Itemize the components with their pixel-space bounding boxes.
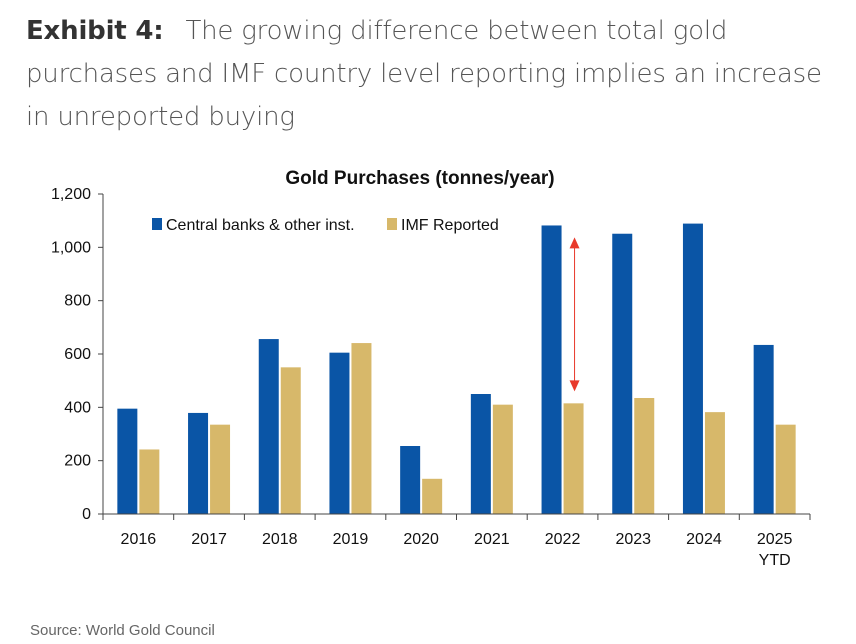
source-note: Source: World Gold Council — [30, 622, 215, 639]
central-banks-bar-2022 — [541, 225, 562, 514]
x-tick-label: 2018 — [262, 531, 298, 548]
legend-label: IMF Reported — [401, 217, 499, 234]
y-tick-label: 1,000 — [51, 239, 91, 256]
y-tick-label: 1,200 — [51, 186, 91, 203]
exhibit-label: Exhibit 4: — [26, 16, 164, 46]
central-banks-bar-2021 — [470, 394, 491, 514]
legend-label: Central banks & other inst. — [166, 217, 355, 234]
imf-reported-bar-2025 — [775, 424, 796, 514]
x-tick-label: 2024 — [686, 531, 722, 548]
x-tick-label: 2016 — [121, 531, 157, 548]
bar-group — [117, 223, 796, 514]
central-banks-bar-2019 — [329, 352, 350, 514]
y-tick-label: 400 — [64, 399, 91, 416]
central-banks-bar-2023 — [612, 233, 633, 514]
chart-title: Gold Purchases (tonnes/year) — [285, 168, 554, 189]
imf-reported-bar-2016 — [139, 449, 160, 514]
imf-reported-bar-2020 — [422, 478, 443, 514]
legend-swatch — [387, 218, 397, 230]
central-banks-bar-2025 — [753, 344, 774, 514]
gap-arrow-head-down — [569, 380, 580, 392]
x-tick-label: 2021 — [474, 531, 510, 548]
exhibit-heading: Exhibit 4: The growing difference between… — [26, 10, 826, 139]
imf-reported-bar-2018 — [280, 367, 301, 514]
imf-reported-bar-2017 — [210, 424, 231, 514]
central-banks-bar-2016 — [117, 408, 138, 514]
imf-reported-bar-2023 — [634, 398, 655, 514]
y-tick-label: 0 — [82, 506, 91, 523]
y-tick-label: 800 — [64, 293, 91, 310]
legend: Central banks & other inst. IMF Reported — [152, 217, 499, 234]
gap-arrow-head-up — [569, 237, 580, 249]
x-tick-label: 2022 — [545, 531, 581, 548]
central-banks-bar-2018 — [258, 339, 279, 514]
x-tick-label: 2017 — [191, 531, 227, 548]
y-axis: 0 200 400 600 800 1,000 1,200 — [51, 186, 104, 523]
x-tick-label: 2025 — [757, 531, 793, 548]
x-tick-label: 2023 — [615, 531, 651, 548]
y-tick-label: 200 — [64, 453, 91, 470]
exhibit-title: The growing difference between total gol… — [26, 16, 822, 132]
x-tick-sublabel: YTD — [759, 552, 791, 569]
imf-reported-bar-2021 — [492, 404, 513, 514]
central-banks-bar-2024 — [682, 223, 703, 514]
x-tick-label: 2020 — [403, 531, 439, 548]
x-axis: 2016 2017 2018 2019 2020 2021 2022 2023 2024 2025… — [102, 513, 811, 569]
imf-reported-bar-2019 — [351, 343, 372, 514]
legend-swatch — [152, 218, 162, 230]
x-tick-label: 2019 — [333, 531, 369, 548]
y-tick-label: 600 — [64, 346, 91, 363]
imf-reported-bar-2024 — [704, 412, 725, 514]
central-banks-bar-2020 — [400, 446, 421, 514]
central-banks-bar-2017 — [188, 412, 209, 514]
gap-annotation — [569, 237, 580, 392]
imf-reported-bar-2022 — [563, 403, 584, 514]
